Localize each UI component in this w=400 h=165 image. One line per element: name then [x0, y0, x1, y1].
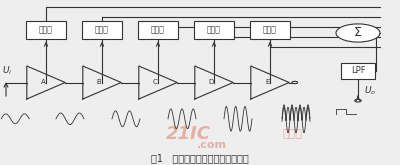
Text: 图1   五级对数放大检测器的原理图: 图1 五级对数放大检测器的原理图: [151, 153, 249, 163]
Text: Σ: Σ: [354, 27, 362, 39]
Circle shape: [355, 99, 361, 102]
Text: E: E: [265, 80, 269, 85]
Text: B: B: [97, 80, 102, 85]
Bar: [26, 21, 66, 39]
Bar: [138, 21, 178, 39]
Bar: [82, 21, 122, 39]
Bar: [250, 21, 290, 39]
Text: LPF: LPF: [351, 66, 365, 75]
Text: A: A: [41, 80, 46, 85]
Text: $U_i$: $U_i$: [2, 65, 12, 77]
Circle shape: [336, 24, 380, 42]
Bar: [341, 63, 375, 79]
Text: 检波器: 检波器: [95, 25, 109, 34]
Text: 电子网: 电子网: [282, 129, 302, 139]
Text: 21IC: 21IC: [166, 125, 210, 143]
Circle shape: [292, 81, 298, 84]
Bar: [194, 21, 234, 39]
Text: 检波器: 检波器: [151, 25, 165, 34]
Text: 检波器: 检波器: [263, 25, 277, 34]
Text: 检波器: 检波器: [207, 25, 221, 34]
Text: 检波器: 检波器: [39, 25, 53, 34]
Text: D: D: [208, 80, 214, 85]
Text: $U_o$: $U_o$: [364, 84, 376, 97]
Text: C: C: [153, 80, 158, 85]
Text: .com: .com: [197, 140, 227, 150]
